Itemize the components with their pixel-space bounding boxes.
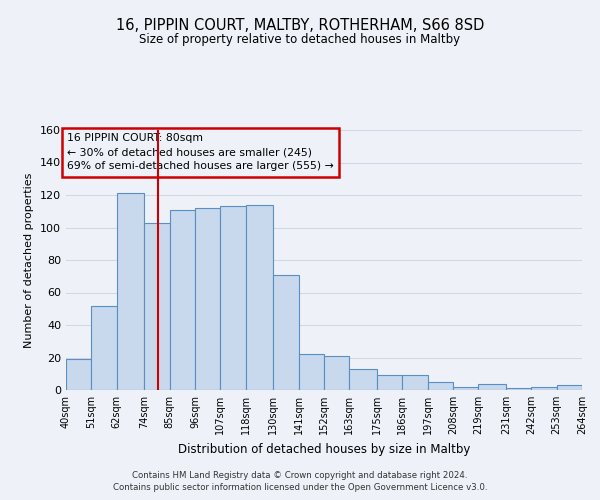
Bar — [145, 222, 170, 390]
Text: 16 PIPPIN COURT: 80sqm
← 30% of detached houses are smaller (245)
69% of semi-de: 16 PIPPIN COURT: 80sqm ← 30% of detached… — [67, 133, 334, 171]
Text: Contains HM Land Registry data © Crown copyright and database right 2024.
Contai: Contains HM Land Registry data © Crown c… — [113, 471, 487, 492]
Bar — [478, 384, 506, 390]
Bar — [274, 274, 299, 390]
Bar — [245, 205, 274, 390]
Bar — [116, 194, 145, 390]
Bar — [453, 387, 478, 390]
Bar — [403, 376, 428, 390]
Y-axis label: Number of detached properties: Number of detached properties — [25, 172, 34, 348]
Bar — [428, 382, 453, 390]
Bar — [195, 208, 220, 390]
Text: 16, PIPPIN COURT, MALTBY, ROTHERHAM, S66 8SD: 16, PIPPIN COURT, MALTBY, ROTHERHAM, S66… — [116, 18, 484, 32]
Bar — [557, 385, 582, 390]
Text: Size of property relative to detached houses in Maltby: Size of property relative to detached ho… — [139, 32, 461, 46]
Bar — [377, 376, 403, 390]
Bar — [91, 306, 116, 390]
Bar — [349, 369, 377, 390]
Bar — [220, 206, 245, 390]
X-axis label: Distribution of detached houses by size in Maltby: Distribution of detached houses by size … — [178, 442, 470, 456]
Bar — [66, 359, 91, 390]
Bar — [170, 210, 195, 390]
Bar — [532, 387, 557, 390]
Bar — [324, 356, 349, 390]
Bar — [582, 385, 600, 390]
Bar — [506, 388, 532, 390]
Bar — [299, 354, 324, 390]
